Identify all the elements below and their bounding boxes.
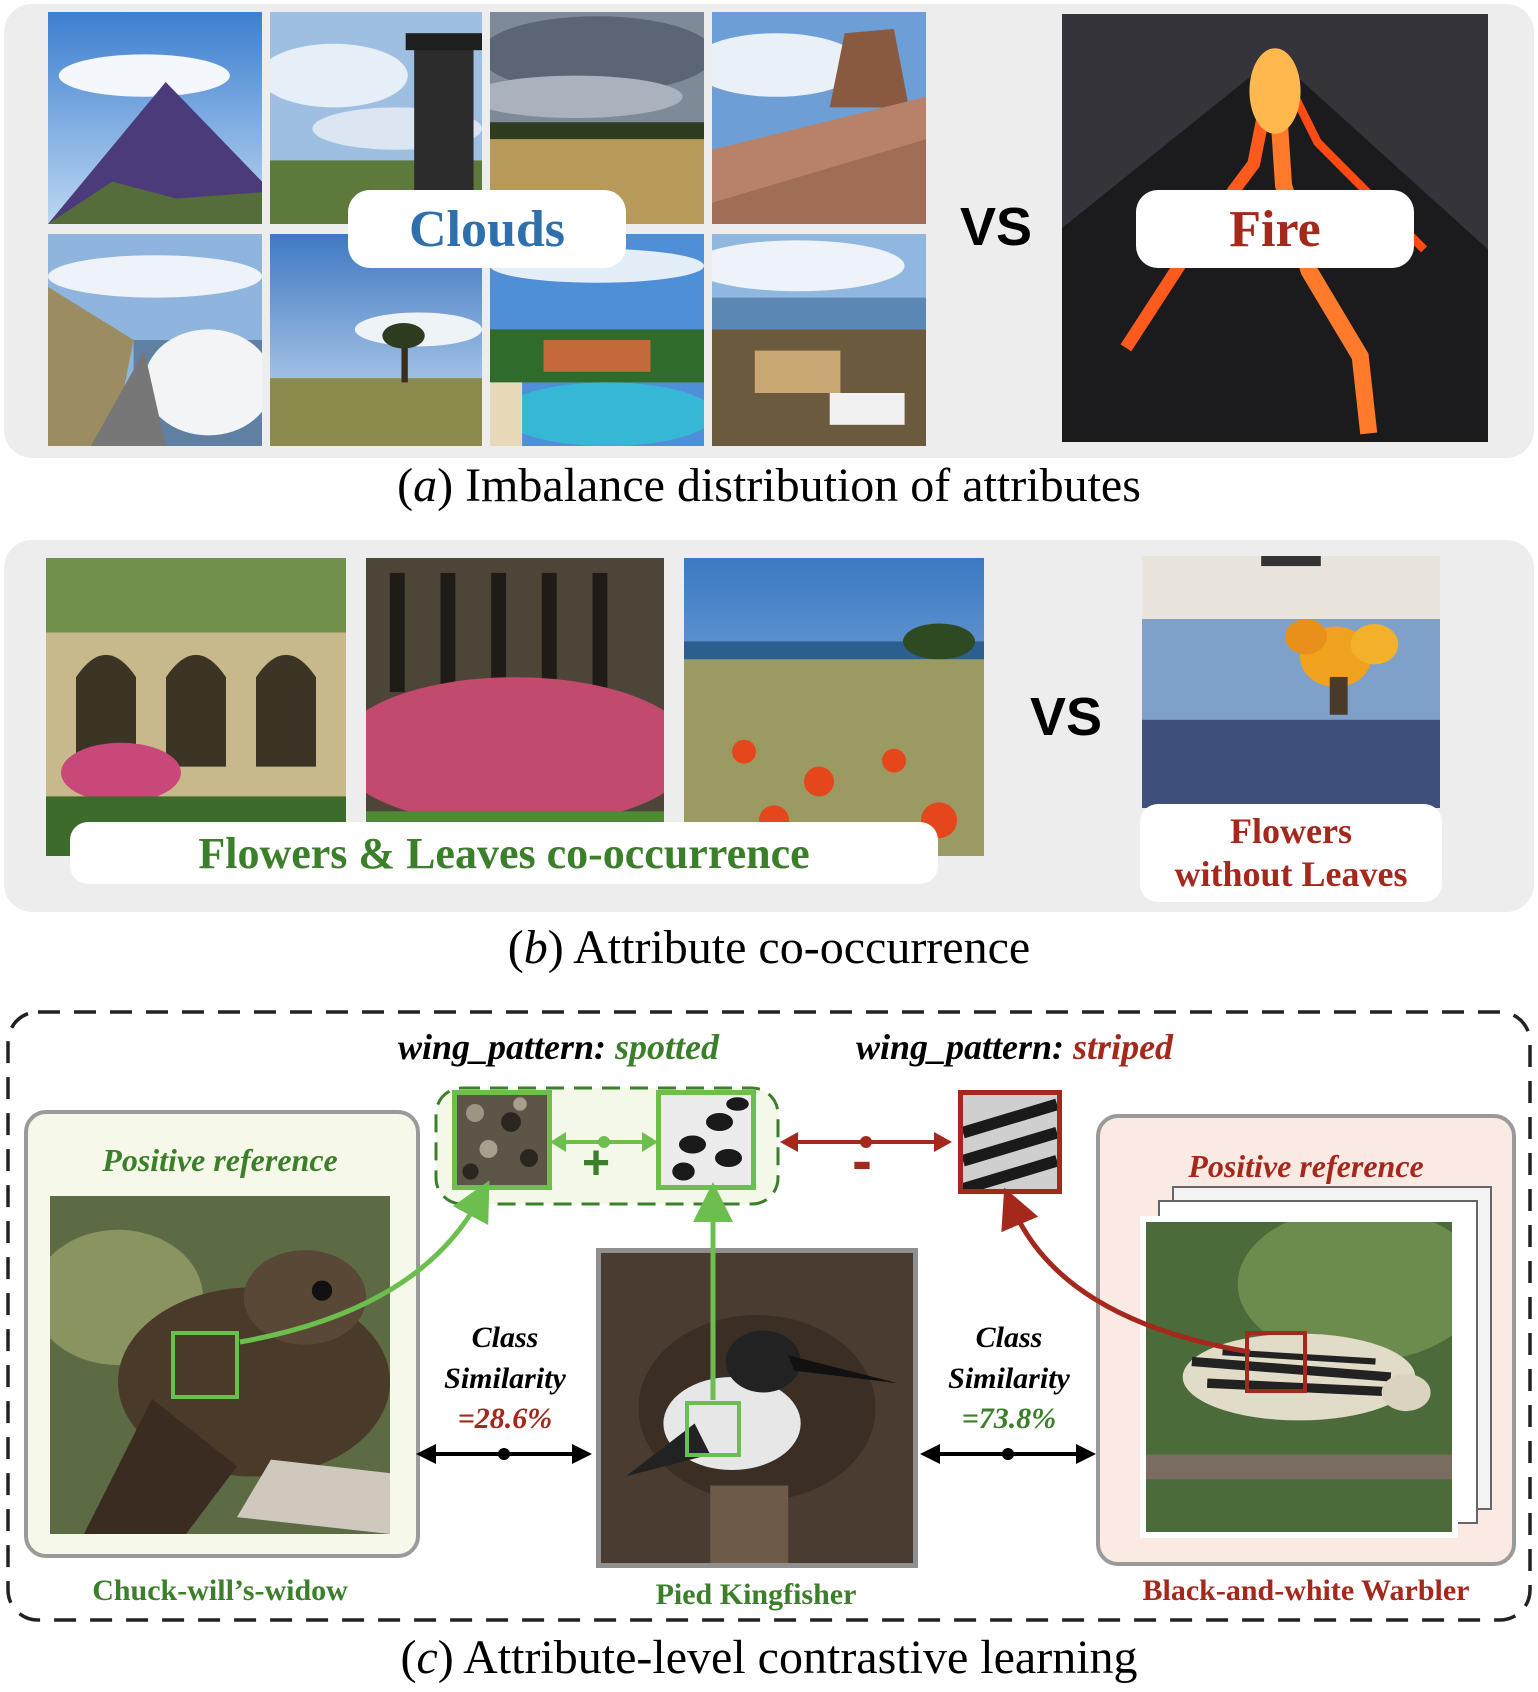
caption-b-text: Attribute co-occurrence [573,921,1031,974]
sim-left-label: Class Similarity =28.6% [420,1318,590,1440]
sim-left-line1: Class [471,1321,539,1354]
vs-text-a: VS [960,197,1033,257]
label-without-leaves: Flowers without Leaves [1140,804,1442,902]
sim-right-value: =73.8% [961,1402,1057,1435]
attr-striped-key: wing_pattern: [856,1027,1065,1067]
caption-a-text: Imbalance distribution of attributes [465,459,1141,512]
patch-spotted-1 [452,1090,552,1190]
left-reference-label: Positive reference [102,1142,338,1178]
attr-spotted-header: wing_pattern: spotted [398,1026,719,1068]
right-reference-label: Positive reference [1188,1148,1424,1184]
minus-sign: - [852,1127,872,1194]
minus-double-arrow [780,1132,952,1152]
sim-right-double-arrow [920,1444,1096,1464]
photo-pied-kingfisher [596,1248,918,1568]
photo-red-flowers-arcade [366,558,664,856]
photo-dining-table-flowers [1142,556,1440,808]
caption-a: (a) Imbalance distribution of attributes [397,459,1141,512]
sim-right-label: Class Similarity =73.8% [924,1318,1094,1440]
label-fire: Fire [1136,190,1414,268]
center-patch-box [685,1401,741,1457]
attr-striped-val: striped [1073,1027,1174,1067]
photo-wall-rock [712,12,926,224]
photo-wheatfield [490,12,704,224]
sim-left-double-arrow [416,1444,592,1464]
vs-text-b: VS [1030,687,1103,747]
photo-black-white-warbler [1140,1216,1458,1538]
attr-spotted-key: wing_pattern: [398,1027,607,1067]
plus-double-arrow [550,1132,658,1152]
plus-sign: + [582,1137,611,1190]
sim-right-line2: Similarity [948,1361,1070,1395]
panel-c-dashed-border [6,1010,1532,1622]
bird-name-right: Black-and-white Warbler [1142,1574,1470,1607]
photo-volcano-clouds [48,12,262,224]
label-cooccurrence: Flowers & Leaves co-occurrence [70,822,938,884]
caption-c: (c) Attribute-level contrastive learning [400,1631,1138,1684]
left-patch-box [171,1331,239,1399]
bird-name-left: Chuck-will’s-widow [92,1574,348,1607]
caption-b: (b) Attribute co-occurrence [507,921,1031,974]
label-without-line2: without Leaves [1174,854,1408,894]
right-patch-box [1245,1331,1307,1393]
bird-name-center: Pied Kingfisher [655,1578,857,1611]
photo-terrace [712,234,926,446]
sim-right-line1: Class [975,1321,1043,1354]
attr-striped-header: wing_pattern: striped [856,1026,1173,1068]
attr-spotted-val: spotted [615,1027,720,1067]
photo-waves [48,234,262,446]
sim-left-line2: Similarity [444,1361,566,1395]
photo-lone-tree [270,234,482,446]
photo-tower [270,12,482,224]
caption-c-letter: c [416,1631,438,1684]
label-clouds: Clouds [348,190,626,268]
photo-pool-resort [490,234,704,446]
caption-c-text: Attribute-level contrastive learning [463,1631,1138,1684]
caption-a-letter: a [413,459,438,512]
caption-b-letter: b [523,921,548,974]
sim-left-value: =28.6% [457,1402,553,1435]
label-without-line1: Flowers [1230,810,1352,851]
